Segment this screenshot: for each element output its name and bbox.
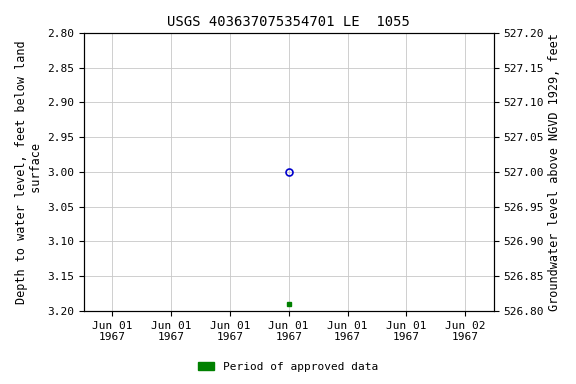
Y-axis label: Depth to water level, feet below land
 surface: Depth to water level, feet below land su… — [15, 40, 43, 304]
Title: USGS 403637075354701 LE  1055: USGS 403637075354701 LE 1055 — [167, 15, 410, 29]
Legend: Period of approved data: Period of approved data — [193, 358, 383, 377]
Y-axis label: Groundwater level above NGVD 1929, feet: Groundwater level above NGVD 1929, feet — [548, 33, 561, 311]
